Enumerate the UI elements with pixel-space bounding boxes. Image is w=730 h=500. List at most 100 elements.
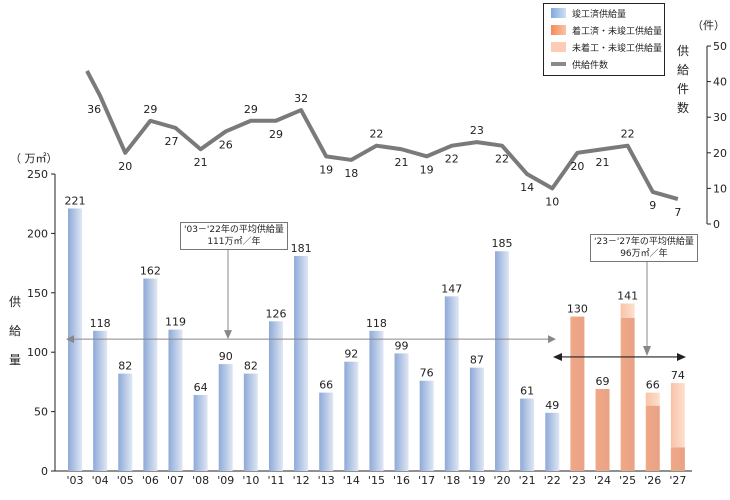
count-label: 19 [420,163,434,176]
legend: 竣工済供給量 着工済・未竣工供給量 未着工・未竣工供給量 供給件数 [543,3,665,76]
left-tick-label: 100 [27,346,48,359]
bar-completed [218,364,233,471]
bar-under-construction [620,317,635,471]
right-tick-label: 20 [713,147,727,160]
count-label: 27 [164,135,178,148]
bar-value-label: 69 [596,375,610,388]
bar-value-label: 119 [165,316,186,329]
bar-completed [118,373,133,471]
bar-value-label: 76 [420,367,434,380]
bar-completed [545,412,560,471]
x-tick-label: '25 [619,474,636,487]
bar-completed [444,296,459,471]
legend-item: 竣工済供給量 [551,5,664,21]
count-label: 26 [219,138,233,151]
count-line [85,69,679,202]
bar-value-label: 181 [291,242,312,255]
left-tick-label: 250 [27,168,48,181]
x-tick-label: '18 [443,474,460,487]
count-label: 19 [319,163,333,176]
right-tick-label: 30 [713,111,727,124]
bar-value-label: 64 [194,381,208,394]
x-tick-label: '03 [66,474,83,487]
x-tick-label: '09 [217,474,234,487]
arrow-head-left [553,352,562,361]
bar-value-label: 90 [219,350,233,363]
right-tick-label: 50 [713,40,727,53]
x-tick-label: '12 [293,474,310,487]
bar-under-construction [670,447,685,471]
x-tick-label: '24 [594,474,611,487]
bar-value-label: 49 [545,399,559,412]
x-tick-label: '05 [117,474,134,487]
bar-completed [419,380,434,471]
x-tick-label: '20 [494,474,511,487]
x-tick-label: '07 [167,474,184,487]
bar-value-label: 66 [319,379,333,392]
left-axis-unit: （ 万㎡） [10,152,58,165]
legend-item: 供給件数 [551,56,664,72]
count-label: 22 [621,128,635,141]
bar-value-label: 99 [395,339,409,352]
x-tick-label: '23 [569,474,586,487]
count-label: 9 [649,199,656,212]
x-tick-label: '19 [468,474,485,487]
count-label: 10 [545,195,559,208]
x-tick-label: '08 [192,474,209,487]
count-label: 21 [194,156,208,169]
x-tick-label: '06 [142,474,159,487]
x-tick-label: '04 [92,474,109,487]
bar-completed [143,278,158,471]
bar-value-label: 61 [520,385,534,398]
count-label: 18 [344,167,358,180]
count-label: 20 [570,160,584,173]
bar-not-started [670,383,685,448]
bar-not-started [620,303,635,318]
x-tick-label: '27 [669,474,686,487]
legend-item: 未着工・未竣工供給量 [551,39,664,55]
left-tick-label: 200 [27,227,48,240]
annotation-2003-2022: '03－'22年の平均供給量 111万㎡／年 [180,222,288,250]
x-tick-label: '16 [393,474,410,487]
bar-completed [495,251,510,471]
bar-under-construction [595,389,610,471]
count-label: 21 [395,156,409,169]
bar-completed [93,330,108,471]
x-tick-label: '10 [242,474,259,487]
count-label: 7 [674,206,681,219]
count-label: 22 [369,128,383,141]
bar-completed [193,394,208,471]
bar-completed [168,329,183,471]
right-axis-unit: （件） [692,19,725,32]
bar-value-label: 92 [344,348,358,361]
count-label: 29 [143,103,157,116]
bar-value-label: 82 [244,360,258,373]
left-tick-label: 50 [34,406,48,419]
count-label: 22 [445,153,459,166]
count-label: 21 [596,156,610,169]
x-tick-label: '22 [544,474,561,487]
bar-completed [369,330,384,471]
count-label: 23 [470,124,484,137]
count-label: 29 [244,103,258,116]
count-label: 20 [118,160,132,173]
bar-completed [344,361,359,471]
left-tick-label: 0 [41,465,48,478]
right-tick-label: 40 [713,76,727,89]
arrow-head-left [66,335,74,344]
x-tick-label: '17 [418,474,435,487]
bar-completed [68,208,82,471]
right-tick-label: 0 [713,218,720,231]
legend-item: 着工済・未竣工供給量 [551,22,664,38]
bar-value-label: 162 [140,265,161,278]
bar-value-label: 82 [118,360,132,373]
count-label: 32 [294,92,308,105]
bar-value-label: 130 [567,303,588,316]
bar-under-construction [645,405,660,471]
right-tick-label: 10 [713,182,727,195]
pointer-head [224,330,232,340]
x-tick-label: '13 [318,474,335,487]
annotation-2023-2027: '23－'27年の平均供給量 96万㎡／年 [590,234,698,262]
bar-not-started [645,392,660,406]
